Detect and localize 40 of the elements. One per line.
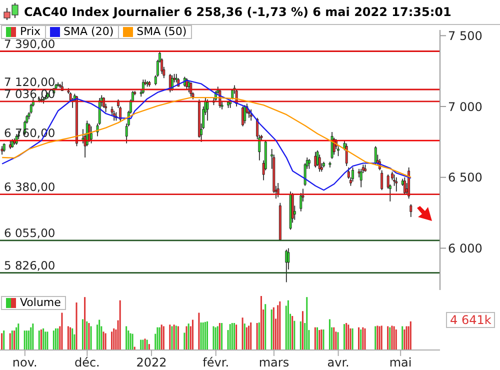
candlestick <box>345 142 348 166</box>
y-tick-label: 6 500 <box>448 170 482 185</box>
candlestick <box>90 126 92 144</box>
candlestick <box>175 74 178 83</box>
candlestick <box>360 168 362 188</box>
y-tick-label: 7 000 <box>448 100 482 114</box>
x-tick-label: déc. <box>74 356 100 370</box>
ref-line-label: 6 380,00 <box>4 180 56 194</box>
candlestick <box>242 106 244 127</box>
legend-label: Prix <box>20 25 41 38</box>
candlestick <box>318 154 321 172</box>
candlestick <box>190 82 192 97</box>
candlestick <box>308 158 310 170</box>
x-tick-label: nov. <box>12 356 38 370</box>
candlestick <box>142 79 144 94</box>
legend-label: SMA (20) <box>64 25 114 38</box>
ref-line-label: 5 826,00 <box>4 258 56 272</box>
candlestick <box>244 104 246 124</box>
legend-label: Volume <box>20 296 61 309</box>
chart-title: CAC40 Index Journalier 6 258,36 (-1,73 %) 6 mai 2022 17:35:01 <box>24 5 452 19</box>
y-tick-label: 7 500 <box>448 28 482 43</box>
ref-line-label: 7 390,00 <box>4 36 56 51</box>
candlestick <box>300 192 302 212</box>
x-tick-label: avr. <box>327 356 350 370</box>
candlestick <box>395 176 398 192</box>
candlestick <box>188 80 190 93</box>
legend-label: SMA (50) <box>136 25 187 38</box>
x-tick-label: févr. <box>202 356 230 370</box>
candlestick <box>410 204 412 218</box>
candlestick <box>352 167 354 182</box>
candlestick <box>206 99 209 122</box>
x-tick-label: mars <box>258 356 290 370</box>
ref-line-label: 6 055,00 <box>4 226 56 240</box>
x-tick-label: 2022 <box>136 356 167 370</box>
text: 4 641k <box>446 312 496 328</box>
candlestick <box>380 170 384 191</box>
x-tick-label: mai <box>389 356 412 370</box>
ref-line-label: 7 120,00 <box>4 75 56 90</box>
y-tick-label: 6 000 <box>448 241 482 256</box>
candlestick <box>314 151 317 168</box>
